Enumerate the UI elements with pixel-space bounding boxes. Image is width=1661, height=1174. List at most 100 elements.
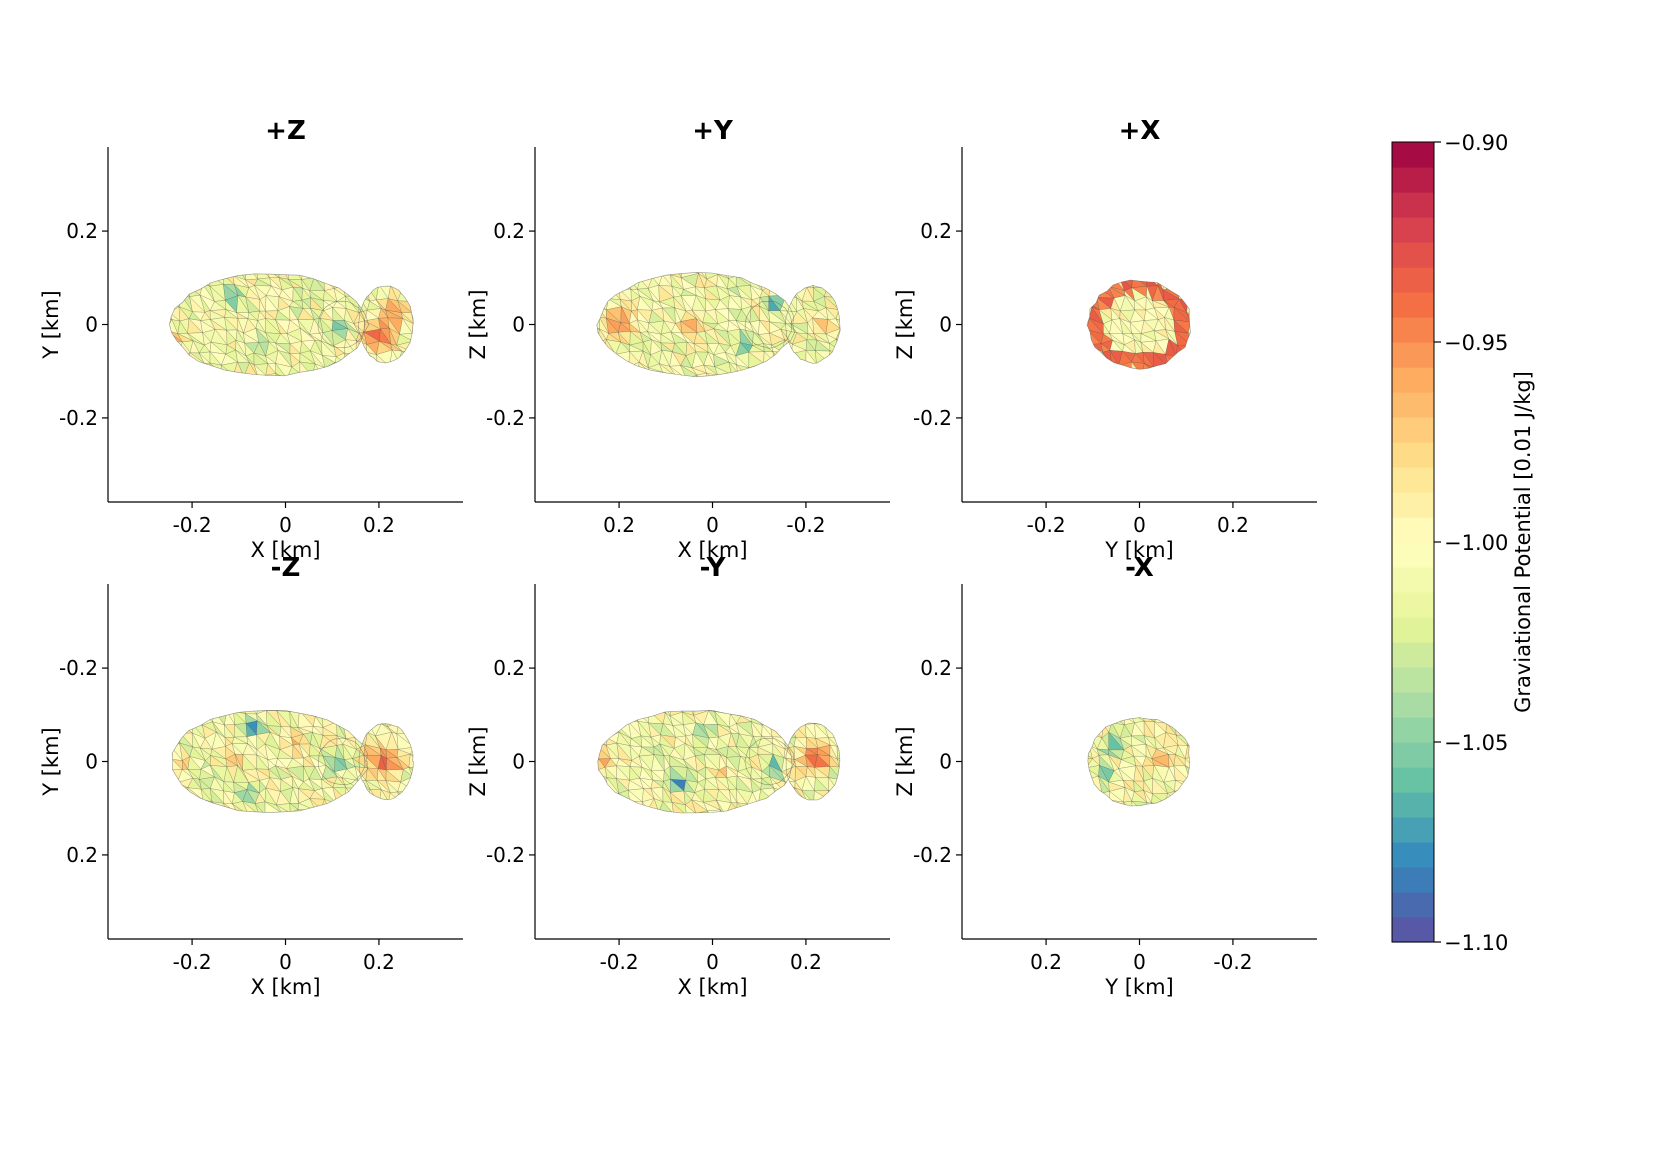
mesh-facet <box>378 710 390 716</box>
mesh-facet <box>145 758 160 771</box>
mesh-facet <box>861 750 870 756</box>
mesh-facet <box>839 715 840 728</box>
mesh-facet <box>289 692 299 700</box>
mesh-facet <box>281 824 288 835</box>
mesh-facet <box>1075 821 1086 835</box>
mesh-facet <box>134 815 150 827</box>
mesh-facet <box>631 822 640 834</box>
mesh-facet <box>1230 700 1239 714</box>
mesh-facet <box>386 273 400 276</box>
mesh-facet <box>1087 745 1093 759</box>
mesh-facet <box>1055 329 1066 340</box>
mesh-facet <box>1098 387 1111 398</box>
mesh-facet <box>1076 700 1093 715</box>
mesh-facet <box>836 379 853 388</box>
mesh-facet <box>1133 813 1146 825</box>
mesh-facet <box>1197 790 1211 799</box>
mesh-facet <box>604 797 621 813</box>
mesh-facet <box>358 711 371 728</box>
mesh-facet <box>552 688 565 699</box>
mesh-facet <box>1123 243 1131 255</box>
mesh-facet <box>858 692 875 703</box>
mesh-facet <box>1186 801 1190 806</box>
mesh-facet <box>769 825 786 834</box>
mesh-facet <box>159 240 172 251</box>
mesh-facet <box>978 376 991 388</box>
mesh-facet <box>1220 340 1229 356</box>
mesh-facet <box>159 689 172 706</box>
mesh-facet <box>193 710 203 726</box>
mesh-facet <box>239 386 250 401</box>
mesh-facet <box>1014 318 1026 331</box>
mesh-facet <box>1251 790 1268 804</box>
mesh-facet <box>861 346 869 353</box>
mesh-facet <box>976 724 993 739</box>
mesh-facet <box>353 710 370 712</box>
mesh-facet <box>565 362 575 374</box>
mesh-facet <box>780 689 796 701</box>
mesh-facet <box>128 372 138 387</box>
mesh-facet <box>1058 791 1068 803</box>
mesh-facet <box>774 374 787 377</box>
mesh-facet <box>554 339 564 354</box>
mesh-facet <box>1284 286 1300 298</box>
mesh-facet <box>411 801 414 813</box>
mesh-facet <box>747 826 760 834</box>
mesh-facet <box>1185 826 1198 836</box>
mesh-facet <box>1059 374 1067 389</box>
mesh-facet <box>1262 323 1274 333</box>
mesh-facet <box>234 244 247 256</box>
mesh-facet <box>156 319 166 331</box>
mesh-facet <box>125 679 139 690</box>
mesh-facet <box>1262 244 1278 257</box>
mesh-facet <box>1242 724 1255 736</box>
colorbar-level <box>1392 867 1434 893</box>
mesh-facet <box>1088 362 1103 370</box>
mesh-facet <box>135 712 146 726</box>
mesh-facet <box>981 372 991 388</box>
mesh-facet <box>989 298 1002 306</box>
mesh-facet <box>238 689 245 701</box>
mesh-facet <box>1001 351 1013 364</box>
mesh-facet <box>401 677 414 689</box>
mesh-facet <box>791 808 803 813</box>
mesh-facet <box>358 711 371 728</box>
mesh-facet <box>385 366 403 376</box>
mesh-facet <box>148 811 159 824</box>
mesh-facet <box>214 251 224 266</box>
mesh-facet <box>796 273 807 288</box>
mesh-facet <box>169 299 170 313</box>
mesh-facet <box>615 820 631 833</box>
mesh-facet <box>1099 268 1112 274</box>
mesh-facet <box>311 695 325 704</box>
mesh-facet <box>792 809 803 813</box>
mesh-facet <box>574 734 586 744</box>
mesh-facet <box>365 810 380 813</box>
colorbar-level <box>1392 192 1434 218</box>
mesh-facet <box>1278 247 1284 257</box>
mesh-facet <box>147 386 159 397</box>
mesh-facet <box>1286 691 1298 704</box>
x-tick-label: -0.2 <box>173 950 212 974</box>
mesh-facet <box>1174 360 1188 370</box>
mesh-facet <box>387 257 400 266</box>
mesh-facet <box>1056 253 1070 265</box>
mesh-facet <box>554 351 565 362</box>
mesh-facet <box>1015 732 1026 745</box>
mesh-facet <box>849 241 863 257</box>
mesh-facet <box>354 787 368 804</box>
mesh-facet <box>1276 285 1287 298</box>
mesh-facet <box>571 276 587 290</box>
mesh-facet <box>1252 307 1265 324</box>
mesh-facet <box>1059 340 1066 353</box>
mesh-facet <box>331 803 349 813</box>
mesh-facet <box>234 820 250 835</box>
mesh-facet <box>737 682 749 691</box>
mesh-facet <box>1185 245 1198 256</box>
mesh-facet <box>170 283 183 298</box>
mesh-facet <box>1276 760 1289 771</box>
mesh-facet <box>1185 758 1190 773</box>
mesh-facet <box>1219 678 1230 694</box>
mesh-facet <box>325 240 337 251</box>
